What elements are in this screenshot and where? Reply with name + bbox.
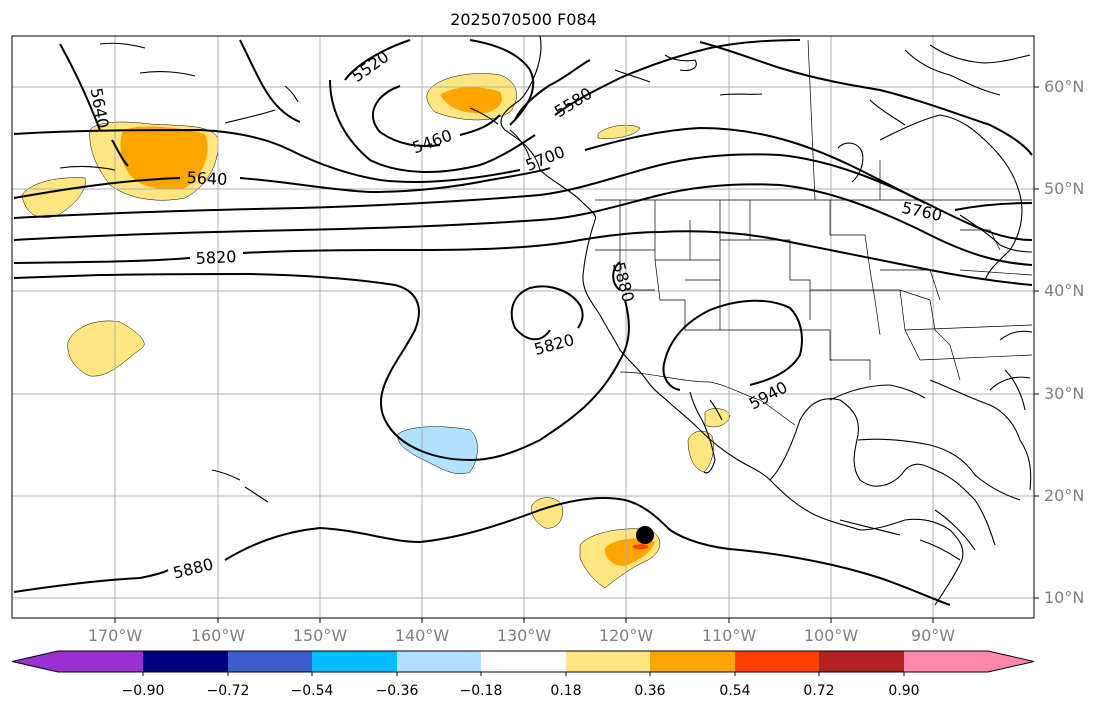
map-frame (11, 35, 1035, 619)
colorbar-arrow-right (988, 651, 1034, 672)
lon-label-160w: 160°W (190, 626, 246, 645)
colorbar-label-10: 0.90 (888, 683, 920, 699)
colorbar-segment (735, 651, 820, 672)
colorbar-segment (819, 651, 905, 672)
colorbar-label-1: −0.90 (121, 683, 165, 699)
colorbar-label-3: −0.54 (290, 683, 334, 699)
colorbar-label-4: −0.36 (375, 683, 419, 699)
lat-label-40n: 40°N (1044, 281, 1085, 300)
height-contours (13, 39, 1033, 606)
lon-label-150w: 150°W (292, 626, 348, 645)
lat-label-50n: 50°N (1044, 179, 1085, 198)
lon-label-130w: 130°W (496, 626, 552, 645)
anomaly-positive-south1 (531, 497, 563, 529)
colorbar-label-8: 0.54 (719, 683, 751, 699)
anomaly-positive-pacific (67, 320, 145, 377)
contour-label: 5880 (171, 554, 215, 582)
lon-label-170w: 170°W (87, 626, 143, 645)
lat-label-10n: 10°N (1044, 588, 1085, 607)
anomaly-positive-bc (597, 124, 641, 139)
lon-label-100w: 100°W (803, 626, 859, 645)
lat-label-30n: 30°N (1044, 384, 1085, 403)
anomaly-positive-baja (687, 430, 714, 473)
colorbar-segment (566, 651, 651, 672)
tick-marks (114, 86, 1039, 623)
colorbar-label-6: 0.18 (550, 683, 582, 699)
colorbar-segment (312, 651, 398, 672)
borders (595, 39, 1033, 426)
lon-label-120w: 120°W (598, 626, 654, 645)
colorbar-segment (904, 651, 989, 672)
contour-label: 5640 (186, 168, 228, 189)
contour-label: 5760 (900, 198, 944, 225)
contour-label: 5820 (532, 330, 576, 359)
contour-labels: 5520558054605700564056405760582058805820… (87, 47, 944, 583)
colorbar-segment (228, 651, 313, 672)
coastlines (59, 35, 1033, 606)
colorbar-segment (650, 651, 736, 672)
colorbar-label-9: 0.72 (803, 683, 835, 699)
lat-label-20n: 20°N (1044, 486, 1085, 505)
anomaly-negative-pacific (397, 426, 478, 474)
anomaly-positive-west (21, 177, 86, 218)
colorbar-label-5: −0.18 (459, 683, 503, 699)
anomaly-positive-gulf (704, 408, 731, 428)
contour-label: 5640 (87, 86, 113, 129)
anomaly-strong-aleutians (120, 126, 208, 190)
colorbar-segment (397, 651, 482, 672)
anomaly-strong-alaska (440, 87, 502, 114)
lat-label-60n: 60°N (1044, 77, 1085, 96)
lon-label-140w: 140°W (394, 626, 450, 645)
lon-label-110w: 110°W (701, 626, 757, 645)
contour-label: 5460 (410, 126, 455, 158)
colorbar-arrow-left (12, 651, 58, 672)
colorbar-label-2: −0.72 (206, 683, 250, 699)
storm-marker (636, 526, 654, 544)
colorbar-segment (143, 651, 229, 672)
colorbar-outline (11, 650, 1035, 673)
anomaly-fills (21, 73, 731, 589)
colorbar (11, 650, 1035, 676)
map-title: 2025070500 F084 (450, 10, 597, 29)
colorbar-segment (58, 651, 144, 672)
anomaly-vstrong-south2 (632, 544, 649, 550)
contour-label: 5820 (195, 247, 237, 268)
colorbar-segment (481, 651, 567, 672)
colorbar-label-7: 0.36 (634, 683, 666, 699)
lon-label-90w: 90°W (910, 626, 956, 645)
